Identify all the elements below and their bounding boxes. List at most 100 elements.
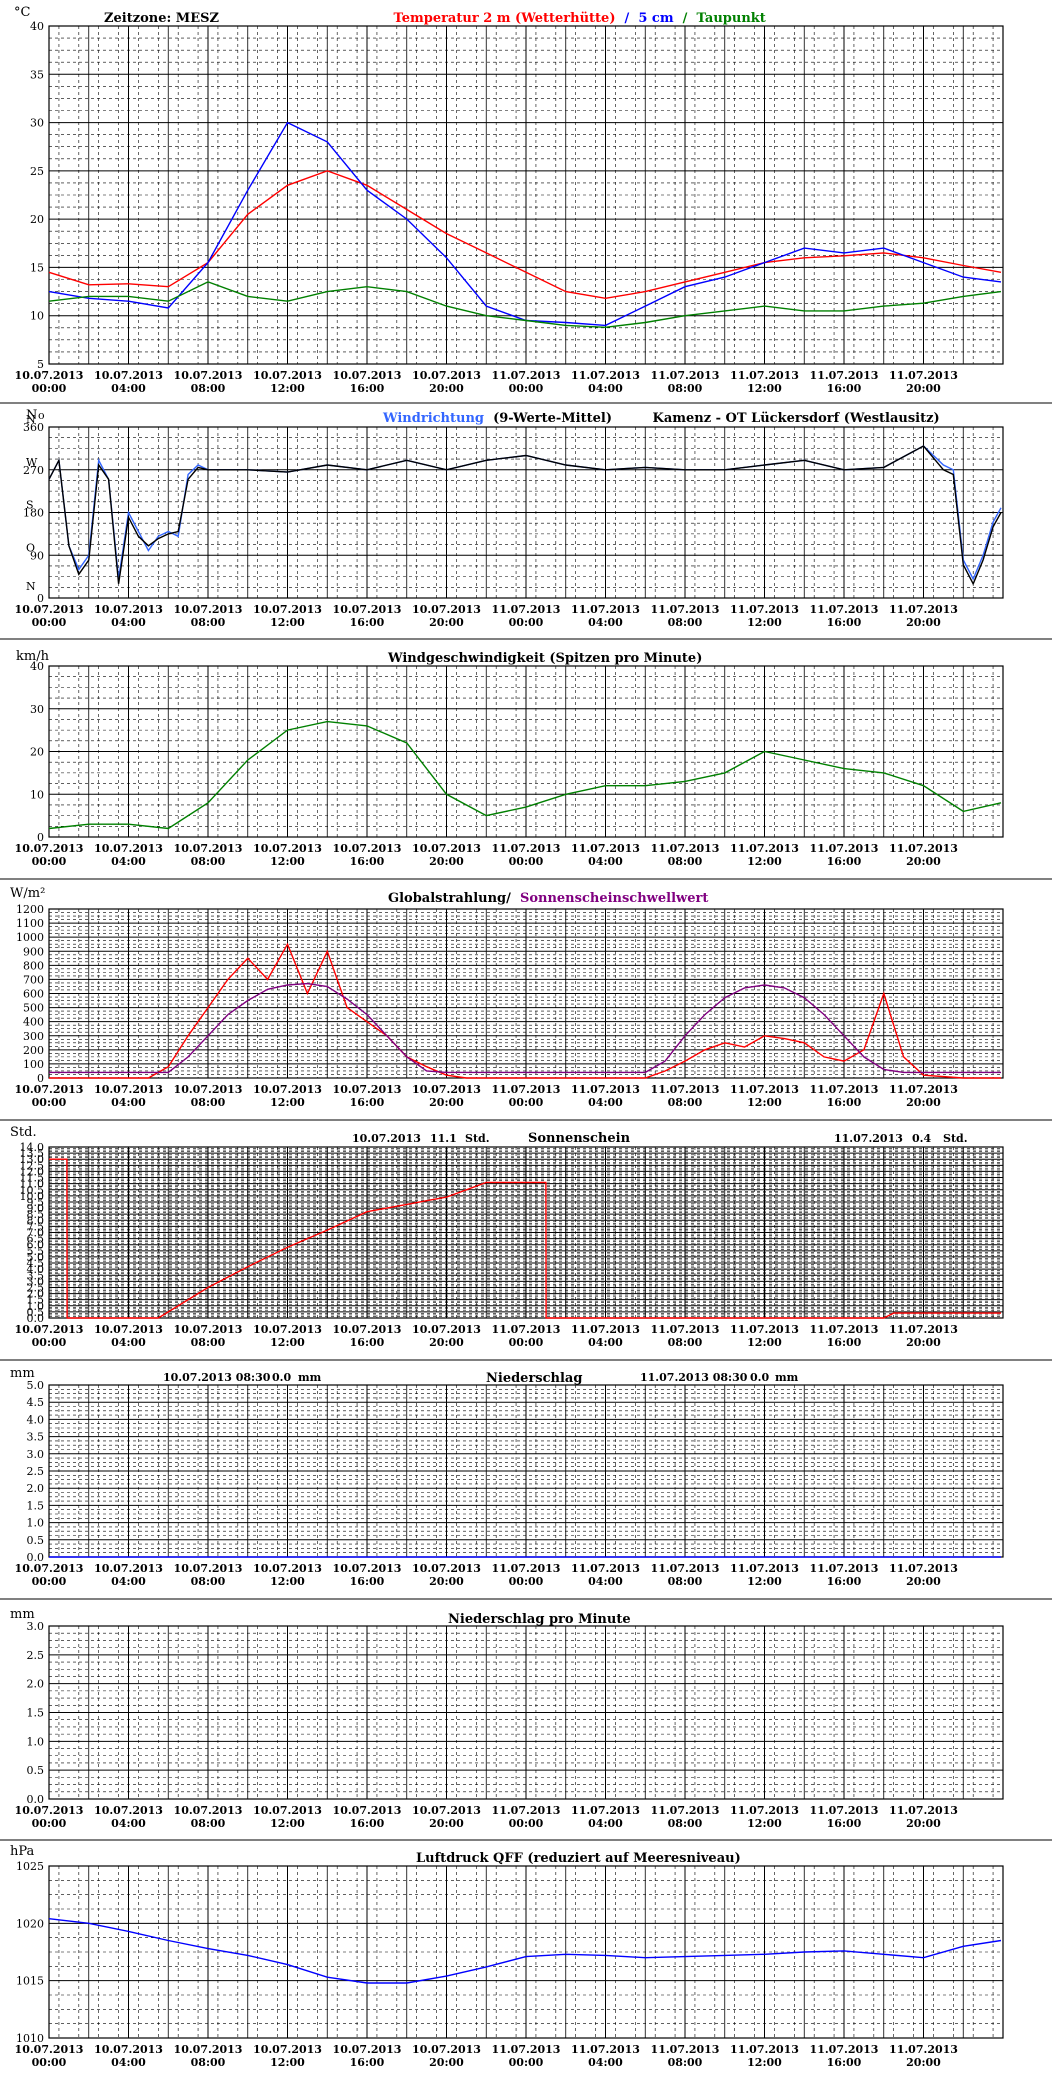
x-tick-date: 10.07.2013: [15, 603, 84, 616]
precip-day2-value: 0.0: [750, 1371, 769, 1384]
plot-frame: [48, 1865, 1004, 2039]
y-tick-label: 4.5: [27, 1396, 45, 1409]
y-tick-label: 90: [30, 549, 44, 562]
wind-direction-mean-label: (9-Werte-Mittel): [489, 411, 612, 426]
y-tick-label: 3.0: [27, 1448, 45, 1461]
x-tick-time: 16:00: [350, 1817, 385, 1830]
x-tick-date: 11.07.2013: [889, 1562, 958, 1575]
x-tick-time: 08:00: [191, 1096, 226, 1109]
plot-frame: [48, 426, 1004, 599]
y-tick-label: 5.0: [27, 1379, 45, 1392]
x-tick-date: 11.07.2013: [571, 1323, 640, 1336]
temperature-unit: °C: [14, 5, 31, 20]
x-tick-time: 04:00: [111, 616, 146, 629]
y-tick-label: 100: [23, 1058, 44, 1071]
y-tick-label: 1.0: [27, 1735, 45, 1748]
sunshine-day2-unit: Std.: [943, 1132, 968, 1145]
precip-minute-header: Niederschlag pro Minute: [448, 1612, 631, 1627]
x-tick-time: 12:00: [747, 382, 782, 395]
x-tick-date: 10.07.2013: [174, 842, 243, 855]
y-direction-label: O: [26, 541, 35, 554]
y-tick-label: 400: [23, 1016, 44, 1029]
y-tick-label: 30: [30, 703, 44, 716]
y-direction-label: S: [26, 499, 34, 512]
precip-minute-panel: 0.00.51.01.52.02.53.010.07.201300:0010.0…: [10, 1607, 1004, 1830]
temperature-panel: 51015202530354010.07.201300:0010.07.2013…: [14, 5, 1004, 395]
x-tick-date: 10.07.2013: [253, 1804, 322, 1817]
x-tick-time: 16:00: [827, 1817, 862, 1830]
x-tick-time: 12:00: [270, 1096, 305, 1109]
x-tick-time: 08:00: [668, 1817, 703, 1830]
x-tick-date: 11.07.2013: [810, 1562, 879, 1575]
x-tick-time: 12:00: [747, 1096, 782, 1109]
timezone-label: Zeitzone: MESZ: [104, 11, 219, 26]
series-line: [48, 445, 1002, 586]
x-tick-date: 10.07.2013: [15, 369, 84, 382]
y-tick-label: 0.5: [27, 1764, 45, 1777]
x-tick-time: 04:00: [588, 855, 623, 868]
y-tick-label: 2.5: [27, 1649, 45, 1662]
precip-day1-date: 10.07.2013 08:30: [163, 1371, 271, 1384]
x-tick-date: 11.07.2013: [492, 369, 561, 382]
y-tick-label: 180: [23, 507, 44, 520]
sunshine-header: 10.07.2013 11.1 Std. Sonnenschein 11.07.…: [352, 1131, 968, 1146]
x-tick-time: 20:00: [906, 1096, 941, 1109]
x-tick-date: 10.07.2013: [412, 1323, 481, 1336]
x-tick-date: 11.07.2013: [492, 1804, 561, 1817]
x-tick-time: 20:00: [906, 855, 941, 868]
x-tick-date: 10.07.2013: [333, 2043, 402, 2056]
x-tick-date: 11.07.2013: [571, 1083, 640, 1096]
temp-2m-label: Temperatur 2 m (Wetterhütte): [394, 11, 616, 26]
x-tick-time: 20:00: [906, 2056, 941, 2069]
x-tick-time: 00:00: [509, 1575, 544, 1588]
wind-direction-plot: 090180270360NOSWN10.07.201300:0010.07.20…: [15, 413, 1004, 629]
y-tick-label: 12.5: [20, 1159, 45, 1172]
x-tick-date: 11.07.2013: [810, 842, 879, 855]
temperature-header: Zeitzone: MESZ Temperatur 2 m (Wetterhüt…: [104, 11, 766, 26]
x-tick-time: 08:00: [191, 382, 226, 395]
x-tick-time: 04:00: [588, 2056, 623, 2069]
x-tick-date: 10.07.2013: [412, 1083, 481, 1096]
x-tick-date: 11.07.2013: [651, 603, 720, 616]
x-tick-time: 00:00: [509, 616, 544, 629]
sunshine-title: Sonnenschein: [528, 1131, 631, 1146]
temp-5cm-label: 5 cm: [638, 11, 673, 26]
y-tick-label: 600: [23, 988, 44, 1001]
x-tick-date: 10.07.2013: [94, 2043, 163, 2056]
x-tick-date: 10.07.2013: [253, 1323, 322, 1336]
precipitation-panel: 0.0 0.5 1.0 1.5 2.0 2.5 3.0 3.5 4.0 4.5 5.0 10.07.2…: [10, 1366, 1004, 1588]
air-pressure-panel: 101010151020102510.07.201300:0010.07.201…: [10, 1844, 1004, 2069]
y-tick-label: 1000: [16, 931, 44, 944]
y-tick-label: 10: [30, 310, 44, 323]
grid: [48, 665, 1004, 838]
x-tick-date: 10.07.2013: [333, 603, 402, 616]
x-tick-date: 10.07.2013: [333, 1323, 402, 1336]
x-tick-time: 12:00: [747, 1817, 782, 1830]
x-tick-date: 11.07.2013: [810, 2043, 879, 2056]
x-tick-date: 11.07.2013: [889, 1083, 958, 1096]
x-tick-time: 04:00: [588, 1817, 623, 1830]
x-tick-date: 10.07.2013: [412, 1804, 481, 1817]
y-tick-label: 9.0: [27, 1202, 45, 1215]
y-tick-label: 30: [30, 117, 44, 130]
y-tick-label: 0: [37, 831, 44, 844]
series-line: [48, 281, 1002, 329]
y-tick-label: 6.0: [27, 1239, 45, 1252]
x-tick-date: 10.07.2013: [253, 1083, 322, 1096]
x-tick-time: 08:00: [668, 855, 703, 868]
x-tick-time: 20:00: [906, 1336, 941, 1349]
x-tick-time: 00:00: [509, 1336, 544, 1349]
x-tick-date: 10.07.2013: [15, 1323, 84, 1336]
y-tick-label: 0.0: [27, 1551, 45, 1564]
x-tick-time: 16:00: [827, 1575, 862, 1588]
y-direction-label: W: [26, 456, 38, 469]
x-tick-time: 04:00: [111, 1336, 146, 1349]
x-tick-date: 11.07.2013: [730, 842, 799, 855]
x-tick-date: 11.07.2013: [492, 603, 561, 616]
x-tick-time: 08:00: [191, 616, 226, 629]
x-tick-date: 11.07.2013: [730, 1083, 799, 1096]
x-tick-time: 20:00: [429, 1817, 464, 1830]
x-tick-date: 10.07.2013: [174, 1804, 243, 1817]
x-tick-time: 08:00: [668, 1096, 703, 1109]
sunshine-panel: 0.00.51.01.52.02.53.03.54.04.55.05.56.06…: [10, 1125, 1004, 1349]
